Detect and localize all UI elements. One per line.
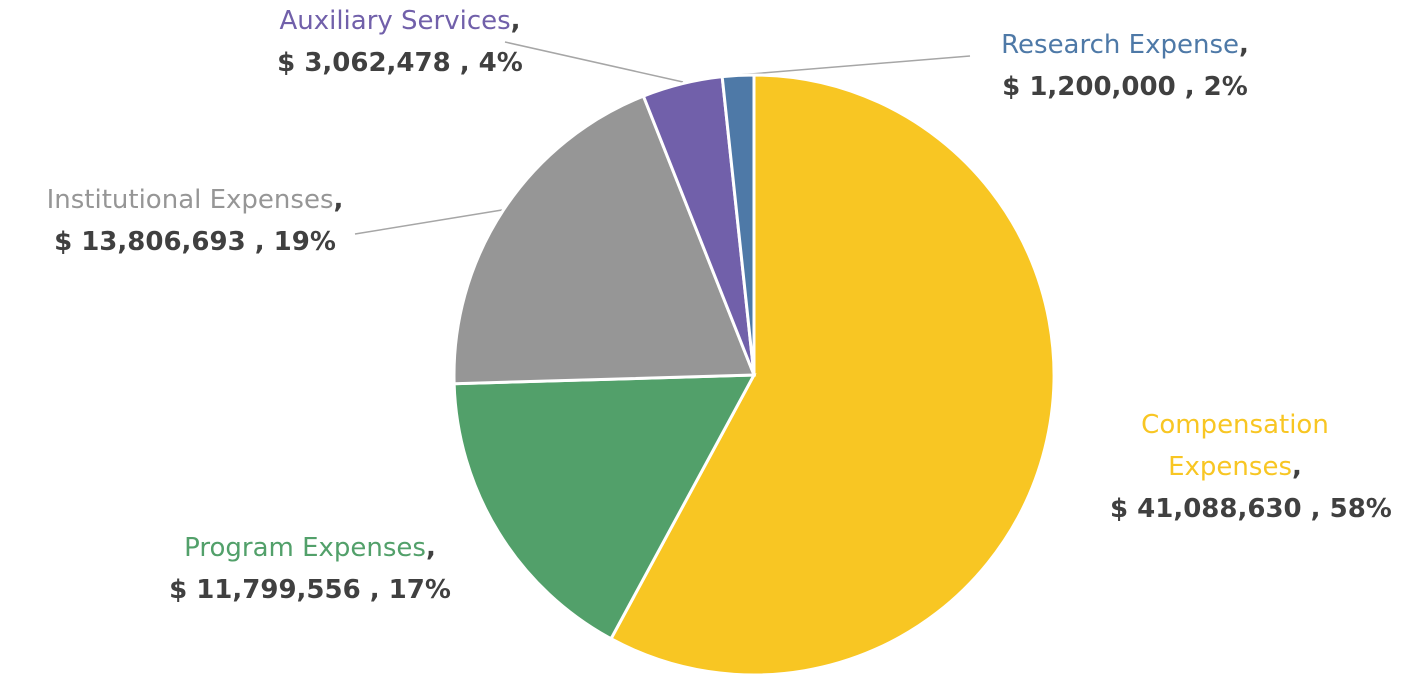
category-name: Compensation Expenses [1141, 410, 1329, 482]
pie-slice [452, 373, 757, 641]
category-name: Institutional Expenses [46, 185, 334, 215]
data-label: Auxiliary Services, $ 3,062,478 , 4% [277, 0, 523, 84]
separator: , [510, 6, 521, 36]
category-name: Program Expenses [184, 533, 426, 563]
separator: , [333, 185, 344, 215]
value-label: $ 1,200,000 , 2% [1002, 72, 1248, 102]
pie-slice [608, 73, 1056, 677]
data-label: Compensation Expenses, $ 41,088,630 , 58% [1110, 404, 1392, 530]
leader-line [354, 209, 503, 235]
category-name: Research Expense [1001, 30, 1239, 60]
data-label: Program Expenses, $ 11,799,556 , 17% [169, 527, 451, 611]
value-label: $ 41,088,630 , 58% [1110, 494, 1392, 524]
separator: , [425, 533, 436, 563]
leader-lines [354, 41, 971, 235]
leader-line [737, 55, 971, 76]
separator: , [1292, 452, 1302, 482]
separator: , [1238, 30, 1249, 60]
pie-slice [720, 73, 756, 376]
data-label: Research Expense, $ 1,200,000 , 2% [1001, 24, 1249, 108]
data-label: Institutional Expenses, $ 13,806,693 , 19… [47, 179, 344, 263]
pie-slice [452, 94, 757, 386]
value-label: $ 3,062,478 , 4% [277, 48, 523, 78]
slices [452, 73, 1056, 677]
value-label: $ 13,806,693 , 19% [54, 227, 336, 257]
category-name: Auxiliary Services [279, 6, 511, 36]
value-label: $ 11,799,556 , 17% [169, 575, 451, 605]
leader-line [504, 41, 684, 83]
